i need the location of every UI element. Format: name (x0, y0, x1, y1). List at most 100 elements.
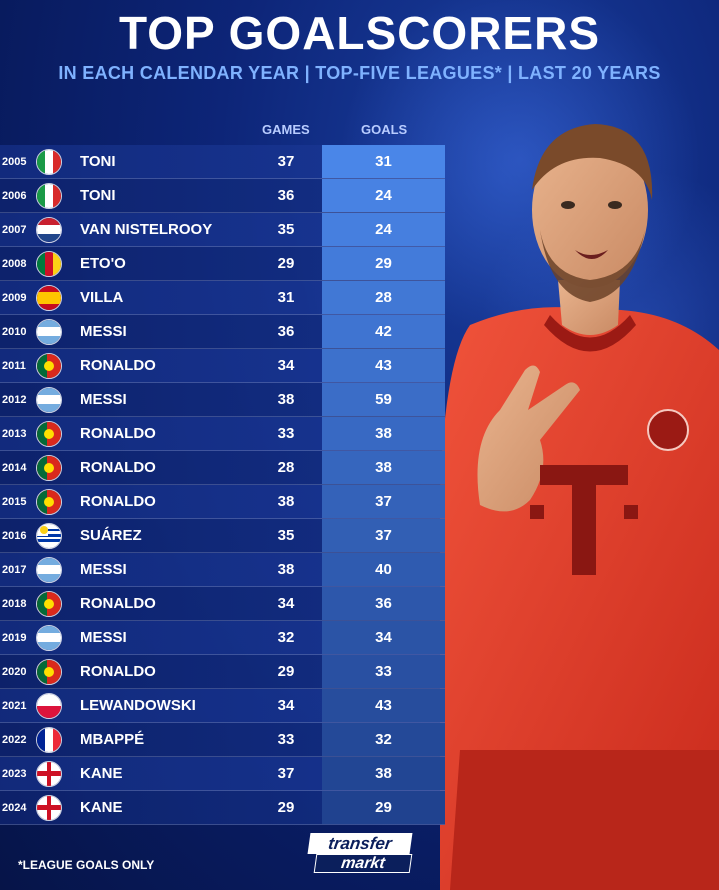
goals-value: 37 (375, 493, 392, 510)
year-label: 2017 (2, 563, 27, 576)
goals-cell-bg (322, 621, 445, 654)
table-row: 2018 RONALDO 34 36 (0, 587, 445, 621)
argentina-flag-icon (36, 386, 62, 413)
portugal-flag-icon (36, 590, 62, 617)
goals-cell-bg (322, 417, 445, 450)
goals-cell-bg (322, 655, 445, 688)
goals-value: 29 (375, 799, 392, 816)
logo-line-1: transfer (307, 833, 413, 854)
goals-value: 32 (375, 731, 392, 748)
goals-value: 37 (375, 527, 392, 544)
games-value: 33 (277, 425, 295, 442)
year-label: 2011 (2, 359, 26, 372)
games-column-header: GAMES (262, 122, 310, 137)
year-label: 2015 (2, 495, 27, 508)
goals-value: 40 (375, 561, 392, 578)
table-row: 2020 RONALDO 29 33 (0, 655, 445, 689)
player-name: VAN NISTELROOY (80, 221, 213, 238)
year-label: 2009 (2, 291, 27, 304)
year-label: 2024 (2, 801, 27, 814)
page-subtitle: IN EACH CALENDAR YEAR | TOP-FIVE LEAGUES… (58, 63, 661, 83)
portugal-flag-icon (36, 658, 62, 685)
games-value: 36 (277, 323, 295, 340)
goals-cell-bg (322, 689, 445, 722)
france-flag-icon (36, 726, 62, 753)
games-value: 32 (277, 629, 295, 646)
games-value: 31 (277, 289, 295, 306)
year-label: 2019 (2, 631, 27, 644)
table-row: 2022 MBAPPÉ 33 32 (0, 723, 445, 757)
games-value: 29 (277, 255, 295, 272)
year-label: 2016 (2, 529, 27, 542)
games-value: 34 (277, 357, 295, 374)
logo-line-2: markt (313, 854, 413, 873)
player-name: TONI (80, 187, 116, 204)
player-name: MESSI (80, 629, 127, 646)
table-row: 2021 LEWANDOWSKI 34 43 (0, 689, 445, 723)
year-label: 2014 (2, 461, 27, 474)
goals-cell-bg (322, 179, 445, 212)
goals-cell-bg (322, 723, 445, 756)
table-row: 2010 MESSI 36 42 (0, 315, 445, 349)
england-flag-icon (36, 794, 62, 821)
goals-value: 38 (375, 459, 392, 476)
goals-cell-bg (322, 213, 445, 246)
portugal-flag-icon (36, 420, 62, 447)
player-name: RONALDO (80, 459, 156, 476)
goals-value: 38 (375, 765, 392, 782)
player-name: VILLA (80, 289, 124, 306)
uruguay-flag-icon (36, 522, 62, 549)
table-row: 2005 TONI 37 31 (0, 145, 445, 179)
player-name: MESSI (80, 391, 127, 408)
table-row: 2023 KANE 37 38 (0, 757, 445, 791)
footnote: *LEAGUE GOALS ONLY (18, 858, 155, 872)
goals-cell-bg (322, 791, 445, 824)
goals-value: 31 (375, 153, 392, 170)
england-flag-icon (36, 760, 62, 787)
table-row: 2019 MESSI 32 34 (0, 621, 445, 655)
goals-cell-bg (322, 553, 445, 586)
goals-value: 43 (375, 697, 392, 714)
goals-value: 24 (375, 221, 392, 238)
player-name: LEWANDOWSKI (80, 697, 196, 714)
games-value: 33 (277, 731, 295, 748)
table-row: 2014 RONALDO 28 38 (0, 451, 445, 485)
player-name: MESSI (80, 323, 127, 340)
goals-value: 24 (375, 187, 392, 204)
goals-cell-bg (322, 281, 445, 314)
player-illustration (440, 124, 719, 890)
argentina-flag-icon (36, 556, 62, 583)
games-value: 35 (277, 221, 295, 238)
player-name: KANE (80, 799, 123, 816)
portugal-flag-icon (36, 454, 62, 481)
goals-value: 34 (375, 629, 392, 646)
transfermarkt-logo: transfer markt (307, 833, 413, 875)
year-label: 2018 (2, 597, 27, 610)
poland-flag-icon (36, 692, 62, 719)
goals-value: 42 (375, 323, 392, 340)
table-row: 2017 MESSI 38 40 (0, 553, 445, 587)
italy-flag-icon (36, 148, 62, 175)
goals-cell-bg (322, 349, 445, 382)
player-name: MESSI (80, 561, 127, 578)
table-row: 2009 VILLA 31 28 (0, 281, 445, 315)
year-label: 2007 (2, 223, 27, 236)
table-row: 2024 KANE 29 29 (0, 791, 445, 825)
cameroon-flag-icon (36, 250, 62, 277)
goals-value: 29 (375, 255, 392, 272)
spain-flag-icon (36, 284, 62, 311)
games-value: 37 (277, 765, 295, 782)
goals-cell-bg (322, 587, 445, 620)
games-value: 36 (277, 187, 295, 204)
portugal-flag-icon (36, 352, 62, 379)
goals-cell-bg (322, 451, 445, 484)
table-row: 2007 VAN NISTELROOY 35 24 (0, 213, 445, 247)
games-value: 34 (277, 697, 295, 714)
player-name: TONI (80, 153, 116, 170)
goals-cell-bg (322, 485, 445, 518)
table-row: 2012 MESSI 38 59 (0, 383, 445, 417)
table-row: 2015 RONALDO 38 37 (0, 485, 445, 519)
goals-cell-bg (322, 757, 445, 790)
player-name: RONALDO (80, 663, 156, 680)
player-name: RONALDO (80, 357, 156, 374)
